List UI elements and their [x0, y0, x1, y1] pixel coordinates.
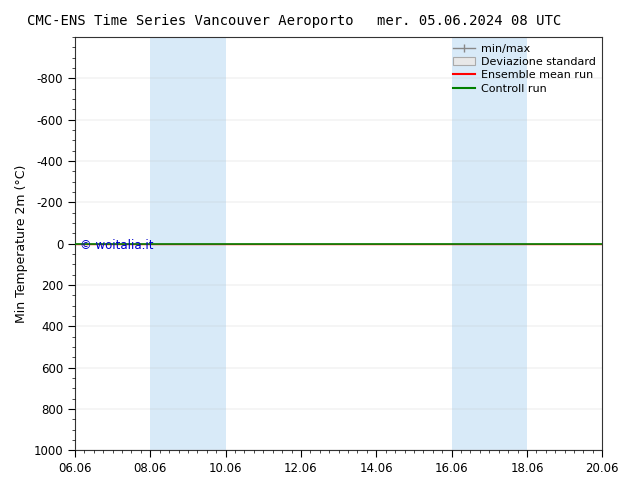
Text: mer. 05.06.2024 08 UTC: mer. 05.06.2024 08 UTC [377, 14, 561, 28]
Bar [451, 37, 527, 450]
Text: CMC-ENS Time Series Vancouver Aeroporto: CMC-ENS Time Series Vancouver Aeroporto [27, 14, 354, 28]
Text: © woitalia.it: © woitalia.it [81, 239, 154, 252]
Y-axis label: Min Temperature 2m (°C): Min Temperature 2m (°C) [15, 165, 28, 323]
Legend: min/max, Deviazione standard, Ensemble mean run, Controll run: min/max, Deviazione standard, Ensemble m… [448, 39, 600, 98]
Bar [150, 37, 226, 450]
